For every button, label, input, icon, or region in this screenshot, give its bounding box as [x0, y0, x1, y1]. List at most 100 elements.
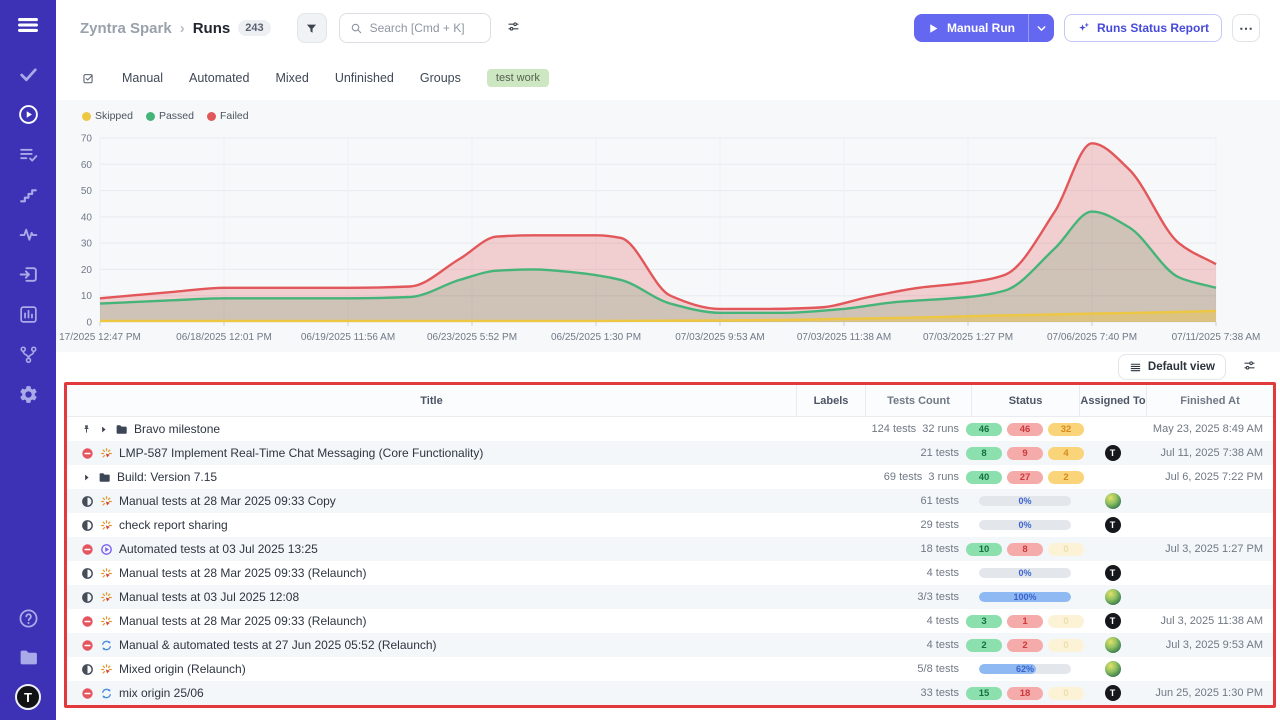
select-check-icon[interactable]	[80, 70, 96, 86]
table-row[interactable]: Build: Version 7.15 69 tests 3 runs 40 27 2 J…	[67, 465, 1273, 489]
column-header-labels[interactable]: Labels	[796, 385, 865, 416]
assigned-to-cell: T	[1079, 609, 1146, 633]
tab-manual[interactable]: Manual	[122, 71, 163, 85]
column-header-tests-count[interactable]: Tests Count	[865, 385, 971, 416]
svg-text:50: 50	[81, 186, 93, 197]
title-cell: Manual tests at 28 Mar 2025 09:33 Copy	[67, 489, 796, 513]
tab-automated[interactable]: Automated	[189, 71, 250, 85]
skipped-count-badge: 2	[1048, 470, 1084, 484]
manual-run-dropdown-button[interactable]	[1027, 14, 1054, 42]
table-row[interactable]: Manual tests at 28 Mar 2025 09:33 (Relau…	[67, 561, 1273, 585]
assignee-avatar-t[interactable]: T	[1104, 565, 1121, 581]
sidebar-item-import-icon[interactable]	[16, 262, 40, 286]
table-row[interactable]: Manual & automated tests at 27 Jun 2025 …	[67, 633, 1273, 657]
labels-cell	[796, 489, 865, 513]
tab-groups[interactable]: Groups	[419, 71, 461, 85]
column-header-status[interactable]: Status	[971, 385, 1079, 416]
assignee-avatar-t[interactable]: T	[1104, 613, 1121, 629]
sidebar-item-milestones-icon[interactable]	[16, 182, 40, 206]
assignee-avatar-t[interactable]: T	[1104, 685, 1121, 701]
tests-count-cell: 4 tests	[926, 615, 959, 627]
manual-origin-icon	[100, 615, 113, 628]
column-header-title[interactable]: Title	[420, 394, 443, 407]
run-title[interactable]: Bravo milestone	[134, 422, 221, 436]
table-row[interactable]: Manual tests at 28 Mar 2025 09:33 (Relau…	[67, 609, 1273, 633]
run-title[interactable]: Manual tests at 03 Jul 2025 12:08	[119, 590, 300, 604]
run-title[interactable]: Automated tests at 03 Jul 2025 13:25	[119, 542, 318, 556]
runs-status-report-button[interactable]: Runs Status Report	[1063, 14, 1222, 42]
table-row[interactable]: mix origin 25/06 33 tests 15 18 0 T Jun 25, 20…	[67, 681, 1273, 705]
more-actions-button[interactable]: ⋯	[1232, 14, 1260, 42]
chevron-down-icon	[1035, 22, 1048, 35]
svg-text:07/03/2025 11:38 AM: 07/03/2025 11:38 AM	[797, 332, 891, 343]
table-row[interactable]: Automated tests at 03 Jul 2025 13:25 18 t…	[67, 537, 1273, 561]
default-view-button[interactable]: Default view	[1117, 354, 1226, 380]
tests-count-cell: 5/8 tests	[917, 663, 959, 675]
assigned-to-cell: T	[1079, 561, 1146, 585]
breadcrumb-project[interactable]: Zyntra Spark	[80, 19, 172, 37]
svg-text:06/25/2025 1:30 PM: 06/25/2025 1:30 PM	[551, 332, 641, 343]
sidebar-item-menu-icon[interactable]	[16, 13, 40, 37]
svg-text:07/03/2025 9:53 AM: 07/03/2025 9:53 AM	[675, 332, 765, 343]
finished-at-cell	[1146, 585, 1273, 609]
sliders-icon	[1243, 359, 1256, 372]
failed-count-badge: 1	[1007, 614, 1043, 628]
sidebar-item-branch-icon[interactable]	[16, 342, 40, 366]
run-title[interactable]: Mixed origin (Relaunch)	[119, 662, 246, 676]
stopped-icon	[81, 615, 94, 628]
run-title[interactable]: check report sharing	[119, 518, 228, 532]
tests-count-cell: 18 tests	[920, 543, 959, 555]
manual-run-button[interactable]: Manual Run	[913, 14, 1028, 42]
sidebar-item-play-circle-icon[interactable]	[16, 102, 40, 126]
run-title[interactable]: Build: Version 7.15	[117, 470, 218, 484]
tag-test-work[interactable]: test work	[486, 69, 549, 87]
column-header-assigned-to[interactable]: Assigned To	[1079, 385, 1146, 416]
table-row[interactable]: check report sharing 29 tests 0% T	[67, 513, 1273, 537]
status-cell: 0%	[971, 561, 1079, 585]
assigned-to-cell	[1079, 585, 1146, 609]
header: Zyntra Spark › Runs 243 Manual Run	[56, 0, 1280, 56]
status-cell: 0%	[971, 513, 1079, 537]
skipped-count-badge: 0	[1048, 686, 1084, 700]
tab-unfinished[interactable]: Unfinished	[334, 71, 394, 85]
assignee-avatar-t[interactable]: T	[1104, 517, 1121, 533]
assignee-avatar-photo[interactable]	[1104, 661, 1121, 677]
passed-count-badge: 8	[966, 446, 1002, 460]
run-title[interactable]: Manual tests at 28 Mar 2025 09:33 (Relau…	[119, 614, 367, 628]
sidebar-item-folder-icon[interactable]	[16, 645, 40, 669]
run-title[interactable]: mix origin 25/06	[119, 686, 204, 700]
run-title[interactable]: Manual tests at 28 Mar 2025 09:33 (Relau…	[119, 566, 367, 580]
labels-cell	[796, 633, 865, 657]
run-title[interactable]: LMP-587 Implement Real-Time Chat Messagi…	[119, 446, 484, 460]
table-row[interactable]: Manual tests at 03 Jul 2025 12:08 3/3 tes…	[67, 585, 1273, 609]
table-row[interactable]: Manual tests at 28 Mar 2025 09:33 Copy 61…	[67, 489, 1273, 513]
search-input[interactable]	[369, 21, 480, 35]
user-avatar[interactable]: T	[15, 684, 41, 710]
sidebar-item-check-icon[interactable]	[16, 62, 40, 86]
labels-cell	[796, 513, 865, 537]
runs-table-body: Bravo milestone 124 tests 32 runs 46 46 32 Ma…	[67, 417, 1273, 705]
finished-at-cell	[1146, 489, 1273, 513]
table-settings-button[interactable]	[1238, 356, 1260, 378]
manual-origin-icon	[100, 591, 113, 604]
tab-mixed[interactable]: Mixed	[275, 71, 309, 85]
sidebar-item-help-icon[interactable]	[16, 606, 40, 630]
display-settings-button[interactable]	[503, 17, 525, 39]
assignee-avatar-photo[interactable]	[1104, 589, 1121, 605]
filter-button[interactable]	[296, 13, 327, 43]
sidebar-item-pulse-icon[interactable]	[16, 222, 40, 246]
table-row[interactable]: Mixed origin (Relaunch) 5/8 tests 62%	[67, 657, 1273, 681]
sidebar-item-gear-icon[interactable]	[16, 382, 40, 406]
sidebar-item-list-check-icon[interactable]	[16, 142, 40, 166]
table-row[interactable]: LMP-587 Implement Real-Time Chat Messagi…	[67, 441, 1273, 465]
sidebar-item-chart-icon[interactable]	[16, 302, 40, 326]
run-title[interactable]: Manual & automated tests at 27 Jun 2025 …	[119, 638, 437, 652]
tests-count-cell: 124 tests 32 runs	[871, 423, 959, 435]
table-row[interactable]: Bravo milestone 124 tests 32 runs 46 46 32 Ma…	[67, 417, 1273, 441]
column-header-finished-at[interactable]: Finished At	[1146, 385, 1273, 416]
title-cell: Bravo milestone	[67, 417, 796, 441]
assignee-avatar-photo[interactable]	[1104, 637, 1121, 653]
assignee-avatar-photo[interactable]	[1104, 493, 1121, 509]
run-title[interactable]: Manual tests at 28 Mar 2025 09:33 Copy	[119, 494, 336, 508]
assignee-avatar-t[interactable]: T	[1104, 445, 1121, 461]
